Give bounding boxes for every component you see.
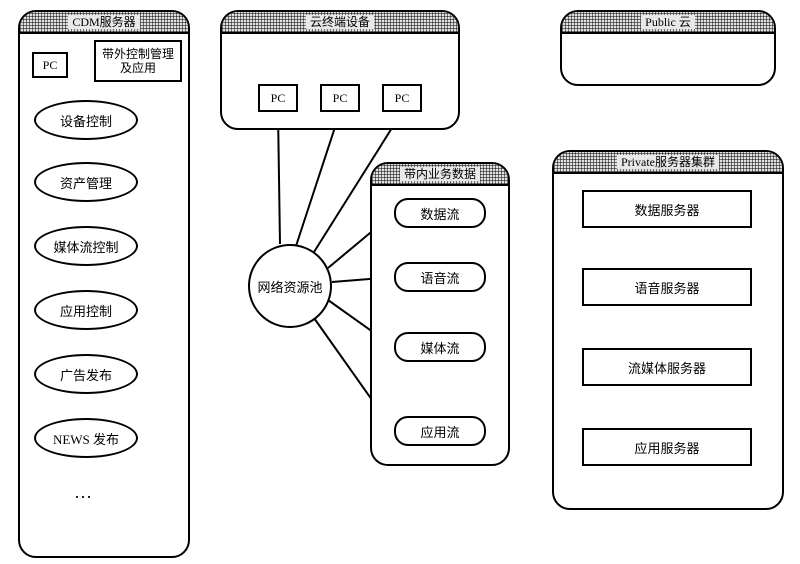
private-item-0: 数据服务器 <box>582 190 752 228</box>
cloud-pc-2: PC <box>382 84 422 112</box>
panel-inband-header: 带内业务数据 <box>372 164 508 186</box>
panel-cloud-title: 云终端设备 <box>306 15 374 29</box>
panel-public-title: Public 云 <box>641 15 695 29</box>
panel-public: Public 云 <box>560 10 776 86</box>
panel-cdm-title: CDM服务器 <box>68 15 139 29</box>
private-item-1: 语音服务器 <box>582 268 752 306</box>
cdm-item-0: 设备控制 <box>34 100 138 140</box>
panel-cloud: 云终端设备 <box>220 10 460 130</box>
cloud-pc-1: PC <box>320 84 360 112</box>
panel-cloud-header: 云终端设备 <box>222 12 458 34</box>
inband-item-1: 语音流 <box>394 262 486 292</box>
diagram-stage: CDM服务器 云终端设备 Public 云带内业务数据 Private服务器集群 PC 带… <box>0 0 800 564</box>
cloud-pc-0: PC <box>258 84 298 112</box>
panel-inband-title: 带内业务数据 <box>400 167 480 181</box>
private-item-2: 流媒体服务器 <box>582 348 752 386</box>
panel-cdm: CDM服务器 <box>18 10 190 558</box>
inband-item-2: 媒体流 <box>394 332 486 362</box>
inband-item-3: 应用流 <box>394 416 486 446</box>
network-resource-pool: 网络资源池 <box>248 244 332 328</box>
cdm-item-1: 资产管理 <box>34 162 138 202</box>
cdm-item-4: 广告发布 <box>34 354 138 394</box>
cdm-pc-box: PC <box>32 52 68 78</box>
panel-private-header: Private服务器集群 <box>554 152 782 174</box>
cdm-item-3: 应用控制 <box>34 290 138 330</box>
panel-cdm-header: CDM服务器 <box>20 12 188 34</box>
inband-item-0: 数据流 <box>394 198 486 228</box>
cdm-oob-mgmt-box: 带外控制管理及应用 <box>94 40 182 82</box>
cdm-ellipsis: … <box>74 482 96 503</box>
cdm-item-2: 媒体流控制 <box>34 226 138 266</box>
cdm-item-5: NEWS 发布 <box>34 418 138 458</box>
private-item-3: 应用服务器 <box>582 428 752 466</box>
panel-public-header: Public 云 <box>562 12 774 34</box>
panel-private-title: Private服务器集群 <box>617 155 719 169</box>
